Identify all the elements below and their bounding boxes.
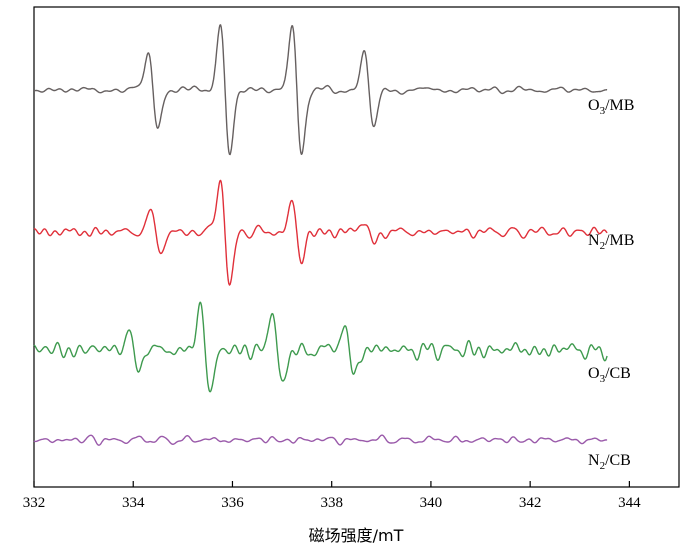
series-label-main: O	[588, 365, 600, 382]
series-layer	[33, 24, 608, 446]
series-label-main: N	[588, 232, 600, 249]
series-label-subscript: 3	[600, 105, 606, 117]
series-label-main: N	[588, 452, 600, 469]
series-label-rest: /MB	[605, 232, 634, 249]
series-line-2	[33, 179, 608, 286]
series-label-2: N2/MB	[588, 232, 634, 252]
x-tick-label: 332	[23, 495, 46, 511]
series-line-4	[33, 434, 608, 446]
plot-frame	[33, 6, 680, 488]
series-label-3: O3/CB	[588, 365, 631, 385]
series-label-subscript: 2	[600, 240, 606, 252]
x-tick-label: 340	[420, 495, 443, 511]
plot-border	[33, 6, 680, 488]
x-tick-label: 338	[320, 495, 343, 511]
x-axis-ticks: 332 334 336 338 340 342 344	[23, 481, 641, 511]
series-label-rest: /CB	[605, 452, 631, 469]
x-tick-label: 342	[519, 495, 542, 511]
series-line-1	[33, 24, 608, 156]
x-axis-title: 磁场强度/mT	[309, 526, 404, 545]
x-tick-label: 334	[122, 495, 145, 511]
series-label-subscript: 2	[600, 460, 606, 472]
x-tick-label: 336	[221, 495, 244, 511]
series-label-4: N2/CB	[588, 452, 631, 472]
series-label-main: O	[588, 97, 600, 114]
series-label-rest: /CB	[605, 365, 631, 382]
x-tick-label: 344	[618, 495, 641, 511]
series-label-rest: /MB	[605, 97, 634, 114]
series-line-3	[33, 301, 608, 393]
series-label-1: O3/MB	[588, 97, 634, 117]
series-label-subscript: 3	[600, 373, 606, 385]
